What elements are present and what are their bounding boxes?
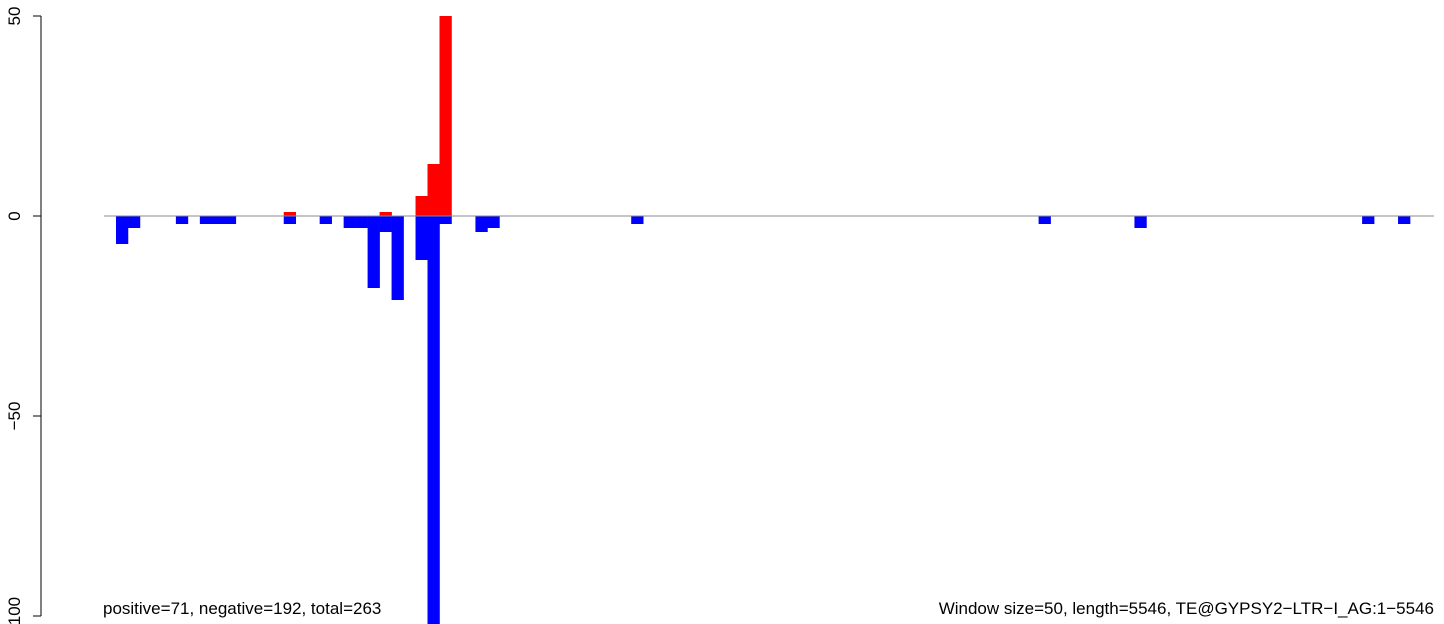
negative-bar xyxy=(199,216,213,224)
negative-bar xyxy=(367,216,380,288)
negative-bar xyxy=(487,216,500,228)
negative-bar xyxy=(427,216,440,624)
negative-bar xyxy=(223,216,237,224)
annotation-window-info: Window size=50, length=5546, TE@GYPSY2−L… xyxy=(939,599,1434,618)
negative-bar xyxy=(391,216,404,300)
negative-bar xyxy=(475,216,488,232)
y-axis: 50 0 −50 −100 xyxy=(5,7,42,624)
positive-bar xyxy=(283,212,297,216)
negative-bar xyxy=(319,216,332,224)
negative-bar xyxy=(1398,216,1411,224)
negative-bar xyxy=(127,216,141,228)
negative-bar xyxy=(379,216,392,232)
negative-bar xyxy=(343,216,356,228)
negative-bar xyxy=(631,216,644,224)
annotation-counts: positive=71, negative=192, total=263 xyxy=(103,599,381,618)
y-tick-label: −100 xyxy=(5,597,24,624)
negative-bar xyxy=(1362,216,1375,224)
negative-bar xyxy=(355,216,368,228)
negative-bar xyxy=(1038,216,1051,224)
negative-bar xyxy=(439,216,452,224)
negative-bar xyxy=(211,216,225,224)
negative-bar xyxy=(115,216,129,244)
y-tick-label: 0 xyxy=(5,211,24,220)
positive-bar xyxy=(415,196,428,216)
negative-bar xyxy=(283,216,297,224)
y-tick-label: 50 xyxy=(5,7,24,26)
negative-bar xyxy=(1134,216,1147,228)
bars xyxy=(115,16,1411,624)
negative-bar xyxy=(415,216,428,260)
y-tick-label: −50 xyxy=(5,402,24,431)
positive-bar xyxy=(427,164,440,216)
positive-bar xyxy=(439,16,452,216)
positive-bar xyxy=(379,212,392,216)
negative-bar xyxy=(175,216,189,224)
